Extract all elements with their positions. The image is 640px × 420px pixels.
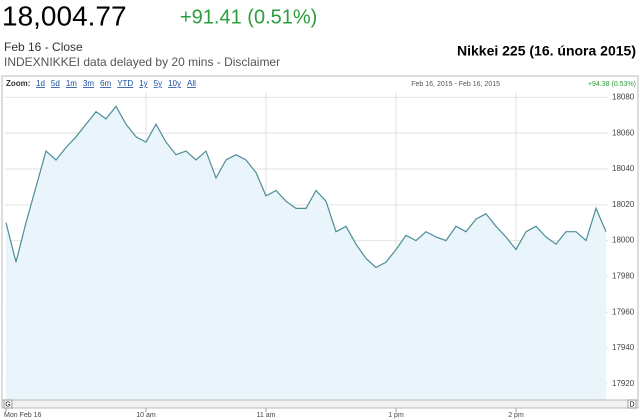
y-tick-label: 18060	[612, 128, 635, 137]
y-tick-label: 18040	[612, 164, 635, 173]
x-tick-label: 2 pm	[508, 412, 524, 419]
chart-title: Nikkei 225 (16. února 2015)	[457, 43, 636, 59]
scrollbar[interactable]	[1, 399, 639, 409]
y-tick-label: 18000	[612, 236, 635, 245]
y-tick-label: 17980	[612, 272, 635, 281]
price: 18,004.77	[2, 0, 127, 31]
line	[5, 105, 607, 269]
area	[6, 106, 606, 401]
source-note: INDEXNIKKEI data delayed by 20 mins - Di…	[4, 55, 280, 69]
zoom-option[interactable]: 6m	[100, 79, 111, 88]
x-tick-label: 11 am	[257, 412, 276, 419]
zoom-option[interactable]: 3m	[83, 79, 94, 88]
scroll-right[interactable]	[627, 399, 637, 409]
zoom-option[interactable]: YTD	[117, 79, 133, 88]
zoom-option[interactable]: All	[187, 79, 196, 88]
zoom-label: Zoom:	[6, 79, 30, 88]
y-tick-label: 17960	[612, 307, 635, 316]
scroll-left[interactable]	[3, 399, 13, 409]
zoom-option[interactable]: 5y	[154, 79, 162, 88]
y-tick-label: 17940	[612, 343, 635, 352]
y-tick-label: 17920	[612, 379, 635, 388]
y-tick-label: 18020	[612, 200, 635, 209]
zoom-option[interactable]: 10y	[168, 79, 181, 88]
zoom-option[interactable]: 5d	[51, 79, 60, 88]
price-change: +91.41 (0.51%)	[180, 6, 317, 28]
x-tick-label: Mon Feb 16	[4, 412, 41, 419]
close-date: Feb 16 - Close	[4, 40, 83, 54]
range: Feb 16, 2015 - Feb 16, 2015	[411, 81, 500, 88]
range-change: +94.38 (0.53%)	[588, 81, 636, 88]
scroll-right-label[interactable]: D	[629, 401, 634, 408]
zoom-option[interactable]: 1y	[139, 79, 147, 88]
zoom-option[interactable]: 1m	[66, 79, 77, 88]
y-tick-label: 18080	[612, 92, 635, 101]
x-tick-label: 10 am	[136, 412, 156, 419]
x-tick-label: 1 pm	[388, 412, 404, 419]
zoom-option[interactable]: 1d	[36, 79, 45, 88]
scroll-left-label[interactable]: G	[5, 401, 10, 408]
